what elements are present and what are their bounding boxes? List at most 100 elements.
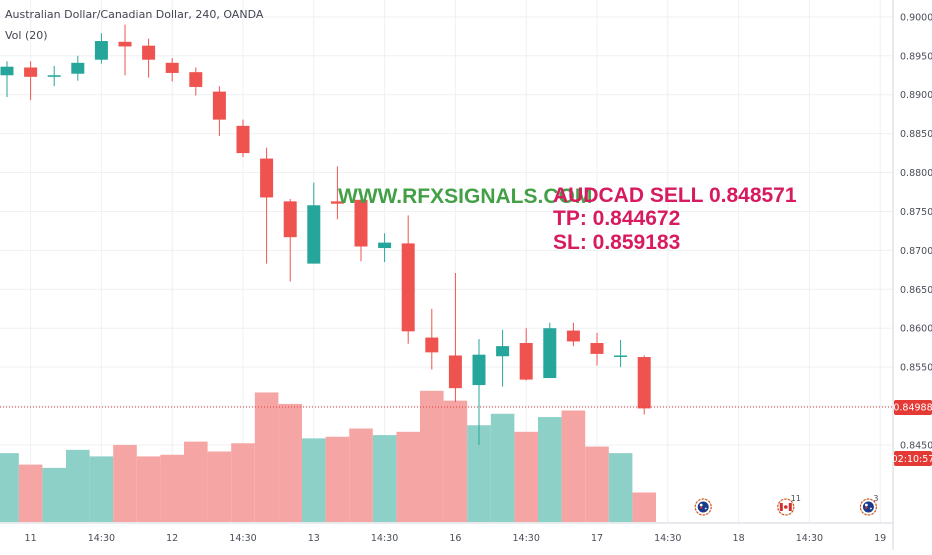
volume-bar xyxy=(396,431,420,522)
candle[interactable] xyxy=(165,58,179,82)
economic-events[interactable]: 11 3 xyxy=(694,494,878,516)
time-tick-label: 14:30 xyxy=(513,533,540,544)
candle[interactable] xyxy=(425,308,439,370)
time-tick-label: 11 xyxy=(25,533,37,544)
candle[interactable] xyxy=(472,339,486,445)
time-tick-label: 14:30 xyxy=(654,533,681,544)
website-annotation: WWW.RFXSIGNALS.COM xyxy=(338,185,592,208)
candle-body xyxy=(212,91,226,120)
candle[interactable] xyxy=(354,191,368,262)
candle-body xyxy=(401,243,415,332)
volume-bar xyxy=(136,456,161,522)
candle[interactable] xyxy=(378,233,392,263)
candle-body xyxy=(71,62,85,74)
candle[interactable] xyxy=(24,61,38,101)
volume-bar xyxy=(0,453,19,522)
australia-flag-icon[interactable] xyxy=(694,498,712,516)
candle[interactable] xyxy=(330,166,344,220)
volume-indicator-label[interactable]: Vol (20) xyxy=(5,29,48,42)
candle-body xyxy=(94,41,108,60)
candle[interactable] xyxy=(142,38,156,78)
volume-bar xyxy=(89,456,114,522)
candle-body xyxy=(189,72,203,87)
australia-flag-icon[interactable]: 3 xyxy=(859,494,878,516)
candle[interactable] xyxy=(260,147,274,264)
candle[interactable] xyxy=(637,355,651,415)
candle-body xyxy=(425,337,439,353)
price-tick-label: 0.84500 xyxy=(900,440,932,451)
time-tick-label: 14:30 xyxy=(88,533,115,544)
candle[interactable] xyxy=(47,65,61,87)
volume-bar xyxy=(42,467,66,522)
event-count-label: 11 xyxy=(791,494,801,503)
volume-bar xyxy=(349,428,373,522)
time-tick-label: 16 xyxy=(449,533,461,544)
volume-bar xyxy=(467,425,491,522)
volume-bar xyxy=(184,441,208,522)
candle[interactable] xyxy=(614,339,628,368)
candle[interactable] xyxy=(189,67,203,96)
volume-bar xyxy=(231,443,255,522)
canada-flag-icon[interactable]: 11 xyxy=(777,494,801,516)
volume-bar xyxy=(490,413,515,522)
candle-body xyxy=(260,158,274,198)
candle-body xyxy=(496,346,510,357)
candle-body xyxy=(330,201,344,204)
time-tick-label: 14:30 xyxy=(371,533,398,544)
time-tick-label: 12 xyxy=(166,533,178,544)
volume-bars xyxy=(0,390,656,522)
candle-body xyxy=(118,41,132,47)
signal-annotation: AUDCAD SELL 0.848571 xyxy=(553,184,797,207)
candle[interactable] xyxy=(283,199,297,282)
volume-bar xyxy=(18,464,43,522)
volume-bar xyxy=(420,390,444,522)
candle[interactable] xyxy=(496,329,510,387)
symbol-title: Australian Dollar/Canadian Dollar, 240, … xyxy=(5,8,264,21)
candle[interactable] xyxy=(519,328,533,381)
candle[interactable] xyxy=(118,24,132,76)
candle[interactable] xyxy=(307,182,321,264)
candles[interactable] xyxy=(0,24,651,445)
volume-bar xyxy=(443,400,468,522)
volume-bar xyxy=(561,410,586,522)
candle-body xyxy=(47,75,61,77)
current-price-tag: 0.84988 02:10:57 xyxy=(892,399,932,466)
candle-body xyxy=(614,355,628,357)
candle[interactable] xyxy=(590,332,604,366)
candle[interactable] xyxy=(448,272,462,403)
volume-bar xyxy=(302,438,326,522)
candle[interactable] xyxy=(236,119,250,157)
candle[interactable] xyxy=(94,33,108,64)
candle-body xyxy=(165,62,179,73)
volume-bar xyxy=(585,446,609,522)
time-tick-label: 17 xyxy=(591,533,603,544)
candle-body xyxy=(0,66,14,76)
candle-body xyxy=(519,343,533,380)
take-profit-annotation: TP: 0.844672 xyxy=(553,207,680,230)
volume-bar xyxy=(538,417,562,522)
volume-bar xyxy=(514,431,538,522)
candle[interactable] xyxy=(566,322,580,347)
time-axis[interactable]: 11 14:30 12 14:30 13 14:30 16 14:30 17 14:30 18 14:… xyxy=(0,522,893,544)
candle[interactable] xyxy=(401,215,415,344)
candle-body xyxy=(566,330,580,342)
volume-bar xyxy=(207,451,232,522)
candle-body xyxy=(472,354,486,386)
candle[interactable] xyxy=(212,86,226,136)
candle[interactable] xyxy=(543,322,557,379)
candle[interactable] xyxy=(71,55,85,81)
candle[interactable] xyxy=(0,61,14,98)
candle-body xyxy=(354,199,368,247)
